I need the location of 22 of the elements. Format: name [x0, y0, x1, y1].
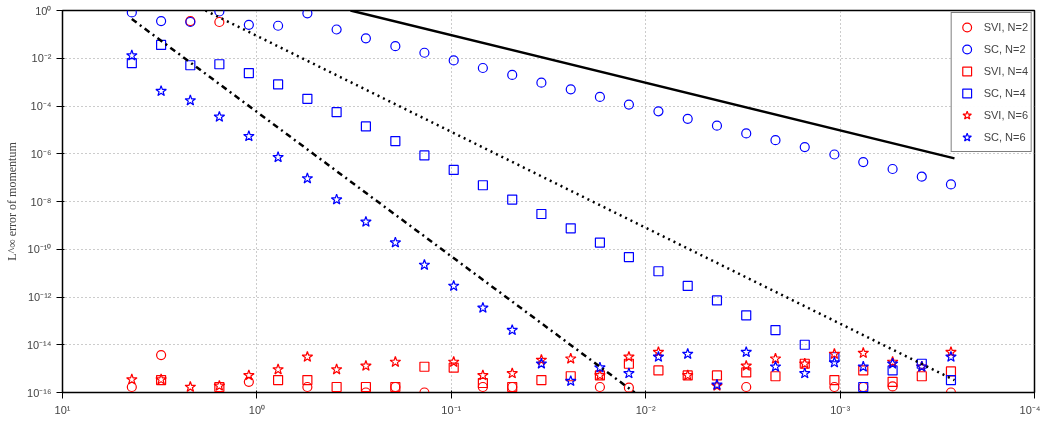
x-tick-label: 10¹ [54, 403, 71, 416]
x-tick-label: 10⁻³ [830, 403, 851, 416]
legend-label: SVI, N=4 [983, 64, 1028, 79]
y-tick-label: 10⁻² [31, 52, 52, 65]
y-tick-label: 10⁻¹² [27, 291, 52, 303]
legend-label: SC, N=2 [983, 42, 1026, 57]
y-tick-label: 10⁻¹⁶ [27, 386, 52, 399]
legend-label: SVI, N=2 [983, 20, 1028, 35]
y-tick-label: 10⁻⁸ [30, 195, 52, 208]
y-tick-label: 10⁻⁶ [30, 147, 52, 160]
y-tick-label: 10⁰ [35, 4, 52, 17]
legend-label: SC, N=6 [983, 130, 1026, 145]
legend-label: SVI, N=6 [983, 108, 1028, 123]
legend-label: SC, N=4 [983, 86, 1026, 101]
x-tick-label: 10⁻¹ [441, 403, 462, 416]
y-axis-title: L^∞ error of momentum [4, 141, 19, 261]
x-tick-label: 10⁻² [635, 403, 656, 416]
y-tick-label: 10⁻¹⁰ [27, 243, 52, 256]
x-tick-label: 10⁰ [248, 403, 266, 416]
x-tick-label: 10⁻⁴ [1019, 403, 1041, 416]
y-tick-label: 10⁻¹⁴ [26, 338, 52, 351]
y-tick-label: 10⁻⁴ [30, 100, 52, 112]
